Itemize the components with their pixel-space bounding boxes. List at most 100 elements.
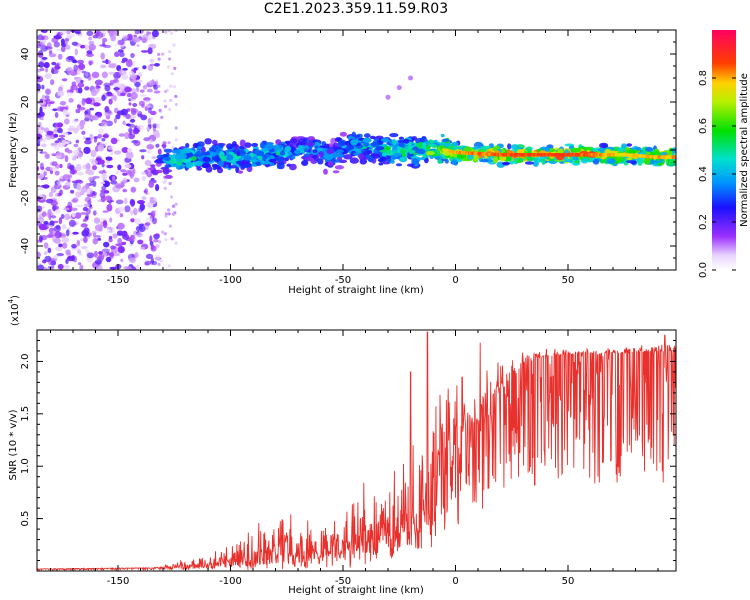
noise-speckle xyxy=(43,62,50,69)
noise-speckle xyxy=(139,149,147,153)
noise-speckle xyxy=(76,239,81,247)
noise-speckle xyxy=(80,187,86,195)
noise-speckle xyxy=(132,103,138,107)
noise-speckle xyxy=(163,99,167,103)
noise-speckle xyxy=(130,218,135,223)
noise-speckle xyxy=(140,246,145,250)
ridge-blob xyxy=(340,140,345,146)
noise-speckle xyxy=(43,171,47,176)
noise-speckle xyxy=(110,137,118,145)
noise-speckle xyxy=(54,112,59,118)
noise-speckle xyxy=(94,97,102,103)
ridge-blob xyxy=(311,155,318,159)
ridge-blob xyxy=(171,149,182,154)
noise-speckle xyxy=(141,196,147,200)
spectrogram-data xyxy=(37,30,676,270)
noise-speckle xyxy=(52,196,58,200)
noise-speckle xyxy=(139,94,147,97)
noise-speckle xyxy=(106,164,114,169)
ridge-blob xyxy=(226,154,234,161)
noise-speckle xyxy=(41,143,47,148)
ridge-blob xyxy=(277,162,285,170)
noise-speckle xyxy=(70,189,75,194)
noise-speckle xyxy=(53,41,60,48)
noise-speckle xyxy=(38,111,45,118)
noise-speckle xyxy=(152,217,157,225)
ridge-blob xyxy=(572,147,582,153)
noise-speckle xyxy=(89,206,93,210)
noise-speckle xyxy=(140,50,149,53)
noise-speckle xyxy=(167,30,171,33)
noise-speckle xyxy=(118,51,125,58)
spectrogram-xtick-label: -150 xyxy=(107,275,130,286)
ridge-blob xyxy=(236,150,241,157)
noise-speckle xyxy=(146,126,150,132)
colorbar-tick-label: 0.4 xyxy=(698,166,709,182)
ridge-blob xyxy=(599,142,609,149)
noise-speckle xyxy=(64,141,70,145)
noise-speckle xyxy=(81,245,88,250)
noise-speckle xyxy=(49,166,58,171)
spectrogram-xtick-label: 50 xyxy=(562,275,575,286)
noise-speckle xyxy=(85,71,89,77)
noise-speckle xyxy=(44,255,52,263)
noise-speckle xyxy=(54,65,61,70)
noise-speckle xyxy=(151,260,158,266)
noise-speckle xyxy=(84,86,90,91)
noise-speckle xyxy=(108,71,116,76)
ridge-blob xyxy=(279,151,286,156)
ridge-blob xyxy=(433,155,443,159)
noise-speckle xyxy=(94,259,102,265)
snr-xtick-label: -50 xyxy=(335,576,351,587)
ridge-blob xyxy=(369,135,376,140)
noise-speckle xyxy=(108,235,113,240)
ridge-blob xyxy=(259,142,265,149)
noise-speckle xyxy=(41,36,45,40)
noise-speckle xyxy=(144,260,152,266)
snr-ytick-label: 1.5 xyxy=(20,406,31,422)
noise-speckle xyxy=(120,169,127,173)
noise-speckle xyxy=(131,78,137,84)
ridge-blob xyxy=(433,139,438,143)
ridge-blob xyxy=(524,161,535,165)
ridge-blob xyxy=(162,168,170,175)
ridge-blob xyxy=(666,159,675,167)
noise-speckle xyxy=(120,180,128,184)
noise-speckle xyxy=(132,36,141,43)
ridge-blob xyxy=(201,162,210,169)
noise-speckle xyxy=(70,207,78,212)
ridge-blob xyxy=(323,143,330,149)
ridge-blob xyxy=(339,131,347,137)
noise-speckle xyxy=(92,165,97,171)
ridge-blob xyxy=(312,149,318,153)
noise-speckle xyxy=(142,84,148,90)
ridge-blob xyxy=(289,138,298,144)
noise-speckle xyxy=(38,61,45,68)
noise-speckle xyxy=(121,147,129,153)
snr-xtick-label: 50 xyxy=(562,576,575,587)
ridge-blob xyxy=(255,161,261,166)
noise-speckle xyxy=(137,239,144,245)
noise-speckle xyxy=(73,127,79,134)
noise-speckle xyxy=(71,211,76,218)
noise-speckle xyxy=(153,90,161,94)
ridge-blob xyxy=(297,145,303,152)
noise-speckle xyxy=(87,169,95,176)
noise-speckle xyxy=(155,132,161,139)
noise-speckle xyxy=(37,205,43,213)
noise-speckle xyxy=(141,155,145,160)
ridge-blob xyxy=(161,143,167,148)
noise-speckle xyxy=(148,79,156,86)
snr-ylabel: SNR (10 * v/v) xyxy=(8,409,19,480)
noise-speckle xyxy=(64,264,70,270)
noise-speckle xyxy=(157,262,161,266)
noise-speckle xyxy=(144,159,152,166)
noise-speckle xyxy=(94,79,103,86)
ridge-blob xyxy=(426,144,431,149)
noise-speckle xyxy=(103,44,112,49)
ridge-blob xyxy=(386,152,394,156)
ridge-blob xyxy=(398,142,405,148)
noise-speckle xyxy=(117,222,125,230)
noise-speckle xyxy=(67,255,75,262)
noise-speckle xyxy=(166,65,171,69)
